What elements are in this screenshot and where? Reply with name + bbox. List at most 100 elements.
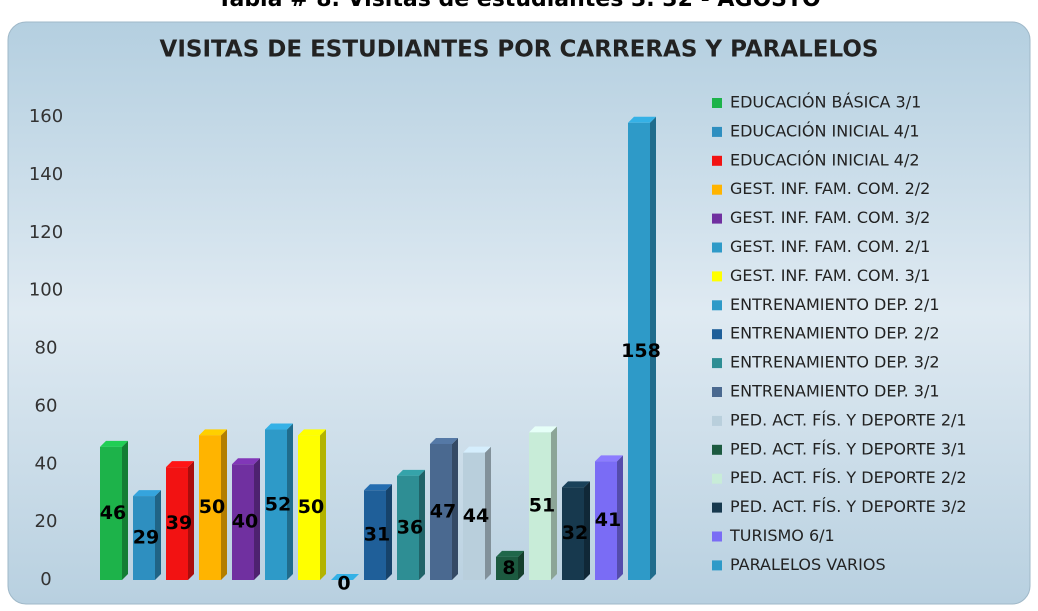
bar-top — [298, 429, 326, 436]
data-label: 51 — [529, 495, 555, 517]
legend-swatch — [712, 444, 722, 455]
legend-swatch — [712, 473, 722, 484]
data-label: 50 — [298, 496, 324, 518]
data-label: 29 — [133, 527, 159, 549]
bar-top — [232, 458, 260, 465]
bar — [397, 475, 419, 580]
legend-swatch — [712, 300, 722, 311]
bar — [232, 464, 254, 580]
bar-side — [386, 484, 392, 580]
legend-label: EDUCACIÓN INICIAL 4/1 — [730, 121, 920, 140]
bar-top — [496, 550, 524, 557]
data-label: 39 — [166, 512, 192, 534]
legend-swatch — [712, 387, 722, 397]
bar — [529, 432, 551, 580]
legend-label: PED. ACT. FÍS. Y DEPORTE 3/2 — [730, 497, 967, 516]
data-label: 40 — [232, 511, 258, 533]
bar — [265, 429, 287, 580]
bar-side — [155, 490, 161, 580]
data-label: 158 — [621, 340, 661, 362]
bar-side — [221, 429, 227, 580]
data-label: 47 — [430, 500, 456, 522]
legend-swatch — [712, 502, 722, 513]
legend-label: ENTRENAMIENTO DEP. 3/1 — [730, 382, 940, 401]
bar-side — [584, 481, 590, 580]
data-label: 0 — [337, 573, 350, 595]
bar-side — [485, 446, 491, 580]
y-tick-label: 100 — [29, 280, 63, 301]
bar — [496, 556, 518, 580]
legend-swatch — [712, 184, 722, 195]
data-label: 46 — [100, 502, 126, 524]
bar — [199, 435, 221, 580]
bar — [430, 443, 452, 580]
legend-label: EDUCACIÓN BÁSICA 3/1 — [730, 93, 921, 112]
chart-panel — [7, 21, 1031, 605]
legend-swatch — [712, 531, 722, 542]
legend-swatch — [712, 358, 722, 369]
bar-side — [650, 116, 656, 580]
legend-swatch — [712, 560, 722, 571]
data-label: 31 — [364, 524, 390, 546]
legend-label: TURISMO 6/1 — [729, 526, 835, 545]
legend-label: PED. ACT. FÍS. Y DEPORTE 2/2 — [730, 468, 967, 487]
y-tick-label: 40 — [35, 453, 58, 474]
legend-swatch — [712, 242, 722, 253]
bar-side — [617, 455, 623, 580]
data-label: 50 — [199, 496, 225, 518]
y-tick-label: 80 — [35, 338, 58, 359]
bar — [166, 467, 188, 580]
bar-top — [133, 490, 161, 497]
bar-top — [364, 484, 392, 491]
y-tick-label: 20 — [35, 511, 58, 532]
data-label: 52 — [265, 493, 291, 515]
legend-label: GEST. INF. FAM. COM. 2/2 — [730, 179, 930, 198]
page-title: Tabla # 8. Visitas de estudiantes 3. 32 … — [217, 0, 820, 12]
data-label: 32 — [562, 522, 588, 544]
bar — [298, 435, 320, 580]
legend-swatch — [712, 155, 722, 166]
legend-label: GEST. INF. FAM. COM. 2/1 — [730, 237, 930, 256]
legend-label: GEST. INF. FAM. COM. 3/2 — [730, 208, 930, 227]
bar-top — [463, 446, 491, 453]
legend-swatch — [712, 98, 722, 108]
bar-top — [199, 429, 227, 436]
bar-top — [529, 426, 557, 433]
bar-top — [397, 469, 425, 476]
bar — [364, 490, 386, 580]
legend-swatch — [712, 415, 722, 426]
chart-title: VISITAS DE ESTUDIANTES POR CARRERAS Y PA… — [160, 37, 879, 63]
y-tick-label: 160 — [29, 106, 63, 127]
legend-swatch — [712, 126, 722, 137]
legend-label: ENTRENAMIENTO DEP. 2/1 — [730, 295, 940, 314]
bar-top — [265, 423, 293, 430]
bar-top — [628, 116, 656, 123]
legend-label: PED. ACT. FÍS. Y DEPORTE 3/1 — [730, 439, 967, 458]
bar-top — [166, 461, 194, 468]
bar-top — [595, 455, 623, 462]
bar-side — [518, 550, 524, 580]
bar-side — [419, 469, 425, 580]
legend-swatch — [712, 271, 722, 282]
bar — [463, 452, 485, 580]
bar-side — [320, 429, 326, 580]
y-tick-label: 0 — [40, 569, 51, 590]
bar — [562, 487, 584, 580]
legend-swatch — [712, 213, 722, 224]
legend-label: PED. ACT. FÍS. Y DEPORTE 2/1 — [730, 410, 967, 429]
bar — [628, 122, 650, 580]
data-label: 36 — [397, 516, 423, 538]
legend-label: EDUCACIÓN INICIAL 4/2 — [730, 150, 920, 169]
bar — [595, 461, 617, 580]
bar-top — [331, 574, 359, 580]
bar — [133, 496, 155, 580]
legend-label: PARALELOS VARIOS — [730, 555, 886, 574]
bar-top — [430, 437, 458, 444]
legend-label: ENTRENAMIENTO DEP. 2/2 — [730, 324, 940, 343]
data-label: 41 — [595, 509, 621, 531]
bar-side — [452, 437, 458, 580]
legend-swatch — [712, 329, 722, 340]
bar-side — [551, 426, 557, 580]
bar-side — [287, 423, 293, 580]
